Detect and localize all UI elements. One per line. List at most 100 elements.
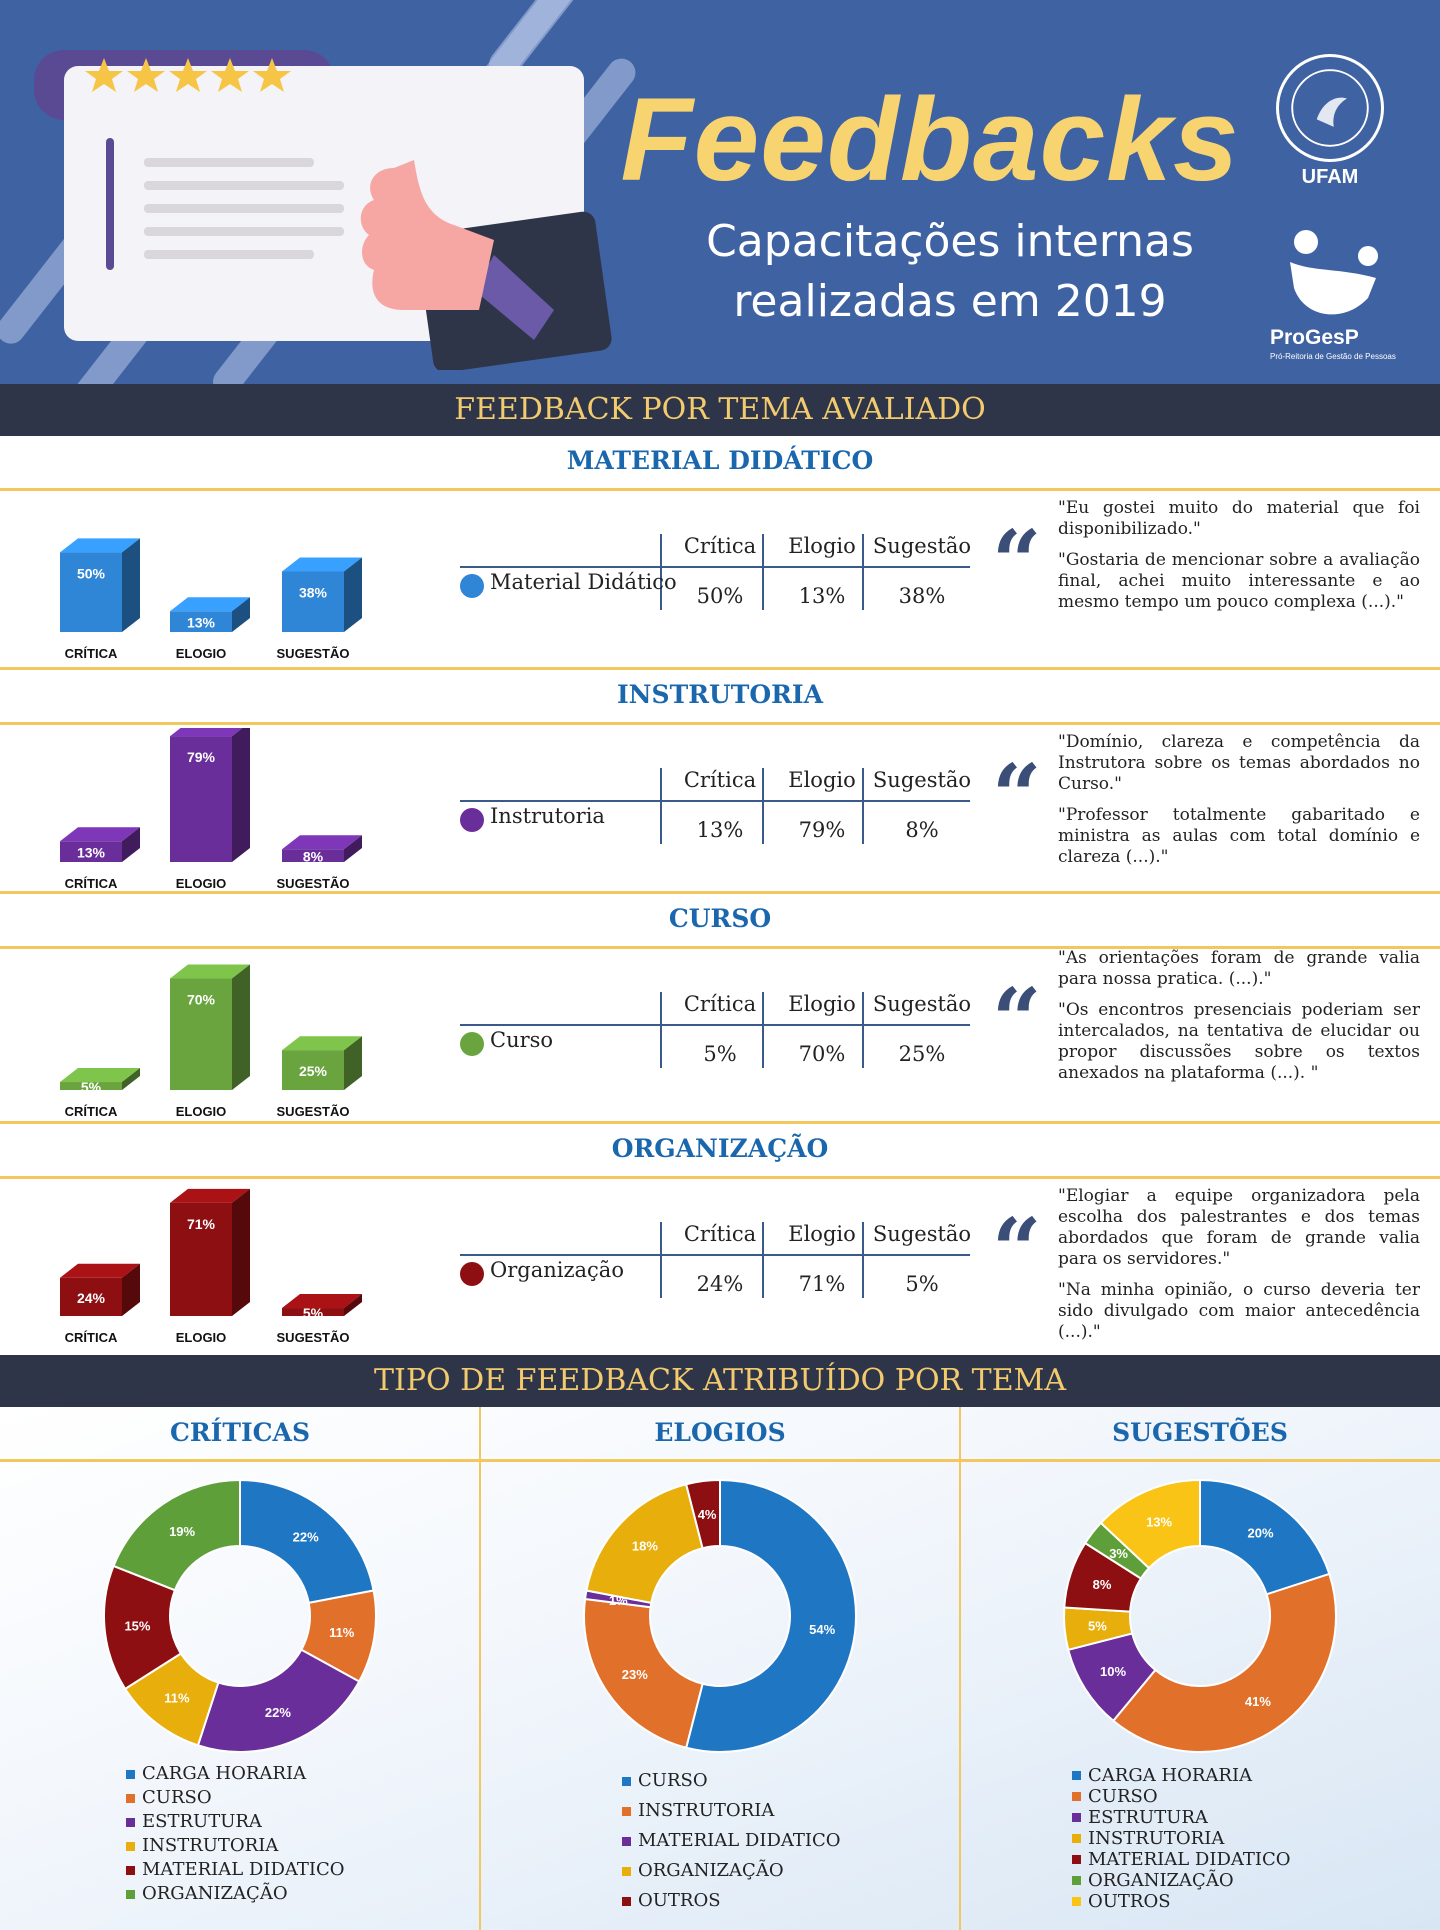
legend-item: CURSO <box>126 1786 345 1810</box>
bar-chart-svg: 50% 13% 38% <box>60 538 362 632</box>
slice-label: 13% <box>1146 1514 1172 1529</box>
legend-swatch <box>126 1769 135 1779</box>
legend-label: CURSO <box>638 1770 708 1791</box>
legend-item: ORGANIZAÇÃO <box>126 1882 345 1906</box>
slice-label: 3% <box>1109 1546 1128 1561</box>
table-divider <box>660 992 662 1068</box>
donut-slice <box>684 1478 857 1753</box>
category-label: SUGESTÃO <box>276 1104 350 1119</box>
legend-label: CURSO <box>1088 1786 1158 1807</box>
legend-label: MATERIAL DIDATICO <box>1088 1849 1291 1870</box>
table-value: 70% <box>798 1042 846 1066</box>
table-header: Crítica <box>683 1222 757 1246</box>
legend-item: INSTRUTORIA <box>126 1834 345 1858</box>
table-divider <box>762 768 764 844</box>
progesp-label: ProGesP <box>1270 326 1359 349</box>
table-value: 25% <box>898 1042 946 1066</box>
quote-text: "As orientações foram de grande valia pa… <box>1058 948 1420 989</box>
bar-crítica: 5% <box>60 1068 140 1095</box>
donut-wrap: 54% 23% 1% 18% 4% <box>570 1466 870 1771</box>
theme-title-line <box>0 488 1440 491</box>
legend-label: ORGANIZAÇÃO <box>1088 1870 1234 1891</box>
bar-sugestão: 8% <box>282 835 362 865</box>
bar-chart-svg: 5% 70% 25% <box>60 964 362 1095</box>
slice-label: 11% <box>164 1690 190 1705</box>
category-label: CRÍTICA <box>64 876 118 891</box>
bar-value-label: 38% <box>299 584 328 600</box>
quote-icon: “ <box>992 746 1042 847</box>
table-header: Sugestão <box>872 992 972 1016</box>
table-divider <box>660 1222 662 1298</box>
table-divider <box>862 768 864 844</box>
legend-item: CURSO <box>1072 1786 1291 1807</box>
slice-label: 10% <box>1100 1664 1126 1679</box>
donut-legend: CARGA HORARIA CURSO ESTRUTURA INSTRUTORIA MA… <box>1072 1765 1291 1912</box>
table-header: Crítica <box>683 534 757 558</box>
legend-label: INSTRUTORIA <box>638 1800 775 1821</box>
theme-quotes: "Domínio, clareza e competência da Instr… <box>1058 732 1420 878</box>
bar-crítica: 13% <box>60 827 140 862</box>
legend-item: CURSO <box>622 1766 841 1796</box>
theme-quotes: "As orientações foram de grande valia pa… <box>1058 948 1420 1094</box>
legend-item: ESTRUTURA <box>126 1810 345 1834</box>
legend-swatch <box>1072 1792 1081 1801</box>
legend-swatch <box>622 1836 631 1846</box>
theme-table: Crítica 50% Elogio 13% Sugestão 38% Material D… <box>460 534 980 644</box>
main-subtitle: Capacitações internas realizadas em 2019 <box>650 212 1250 332</box>
table-value: 79% <box>798 818 846 842</box>
table-header: Sugestão <box>872 1222 972 1246</box>
bar-sugestão: 38% <box>282 557 362 632</box>
legend-item: MATERIAL DIDATICO <box>126 1858 345 1882</box>
feedback-card-illustration <box>34 50 612 370</box>
theme-quotes: "Elogiar a equipe organizadora pela esco… <box>1058 1186 1420 1353</box>
main-title: Feedbacks <box>620 74 1240 206</box>
legend-swatch <box>1072 1771 1081 1780</box>
legend-item: ESTRUTURA <box>1072 1807 1291 1828</box>
slice-label: 41% <box>1245 1694 1271 1709</box>
donut-wrap: 22% 11% 22% 11% 15% 19% <box>90 1466 390 1771</box>
category-label: SUGESTÃO <box>276 646 350 661</box>
donut-slice <box>1199 1478 1331 1596</box>
table-header: Crítica <box>683 768 757 792</box>
donut-legend: CARGA HORARIA CURSO ESTRUTURA INSTRUTORIA MA… <box>126 1762 345 1906</box>
table-header: Sugestão <box>872 534 972 558</box>
quote-icon: “ <box>992 970 1042 1071</box>
section-band-2: TIPO DE FEEDBACK ATRIBUÍDO POR TEMA <box>0 1355 1440 1407</box>
slice-label: 4% <box>698 1507 717 1522</box>
legend-label: CURSO <box>142 1787 212 1808</box>
legend-label: ORGANIZAÇÃO <box>638 1860 784 1881</box>
legend-label: MATERIAL DIDATICO <box>142 1859 345 1880</box>
donut-slice <box>583 1597 704 1749</box>
donut-title: CRÍTICAS <box>169 1418 310 1447</box>
table-divider <box>862 1222 864 1298</box>
legend-item: INSTRUTORIA <box>622 1796 841 1826</box>
table-row-label: Instrutoria <box>490 804 605 828</box>
donut-title: ELOGIOS <box>654 1418 786 1447</box>
quote-text: "Gostaria de mencionar sobre a avaliação… <box>1058 550 1420 612</box>
legend-item: CARGA HORARIA <box>1072 1765 1291 1786</box>
donut-slice <box>112 1478 241 1592</box>
table-value: 13% <box>696 818 744 842</box>
quote-icon: “ <box>992 512 1042 613</box>
section-band-1: FEEDBACK POR TEMA AVALIADO <box>0 384 1440 436</box>
bar-crítica: 50% <box>60 538 140 632</box>
slice-label: 19% <box>169 1524 195 1539</box>
legend-swatch <box>622 1896 631 1906</box>
bar-value-label: 8% <box>303 849 324 865</box>
bar-chart-svg: 24% 71% 5% <box>60 1188 362 1321</box>
theme-table: Crítica 5% Elogio 70% Sugestão 25% Curso <box>460 992 980 1102</box>
legend-swatch <box>126 1865 135 1875</box>
donut-slice <box>684 1478 721 1550</box>
subtitle-line-1: Capacitações internas <box>706 216 1194 267</box>
ufam-label: UFAM <box>1301 166 1359 188</box>
theme-bottom-line <box>0 1121 1440 1124</box>
table-row-label: Material Didático <box>490 570 677 594</box>
category-label: SUGESTÃO <box>276 1330 350 1345</box>
column-divider <box>479 1407 481 1930</box>
table-value: 13% <box>798 584 846 608</box>
legend-label: ESTRUTURA <box>1088 1807 1208 1828</box>
bar-value-label: 50% <box>77 565 106 581</box>
donut-wrap: 20% 41% 10% 5% 8% 3% 13% <box>1050 1466 1350 1771</box>
bar-value-label: 25% <box>299 1063 328 1079</box>
slice-label: 8% <box>1093 1577 1112 1592</box>
